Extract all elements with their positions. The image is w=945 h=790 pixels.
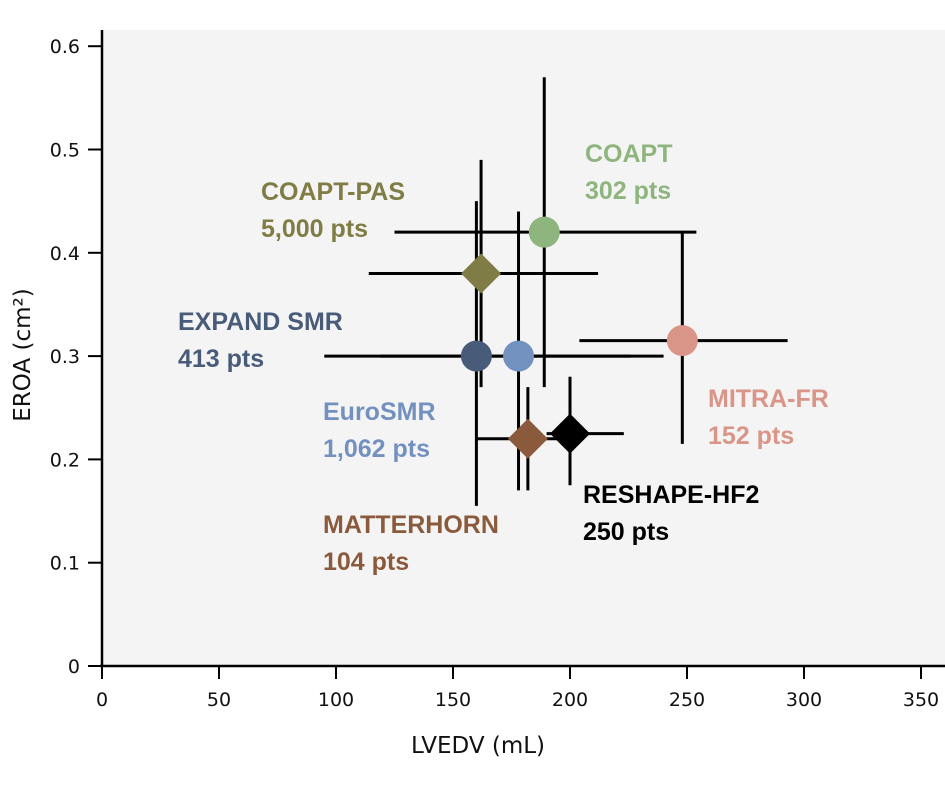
coapt-pas-label: COAPT-PAS [261, 178, 405, 206]
expand-smr-patients-label: 413 pts [178, 345, 264, 373]
reshape-hf2-point [550, 413, 590, 454]
mitra-fr-point [666, 325, 698, 357]
x-tick-label: 0 [96, 689, 108, 711]
expand-smr-point [460, 340, 492, 372]
matterhorn-label: MATTERHORN [323, 511, 499, 539]
y-tick-label: 0.1 [50, 553, 80, 575]
coapt-pas-point [461, 253, 502, 294]
eurosmr-point [503, 340, 535, 372]
y-tick-label: 0.6 [50, 36, 80, 58]
matterhorn-point [507, 418, 548, 459]
markers [460, 216, 698, 459]
y-tick-label: 0 [68, 656, 80, 678]
y-tick-label: 0.5 [50, 140, 80, 162]
x-tick-label: 200 [552, 689, 588, 711]
y-axis-title: EROA (cm²) [10, 288, 36, 421]
ticks: 0 50 100 150 200 250 300 350 0 0.1 0.2 0.3 0.4 0.5 0.6 [50, 36, 939, 711]
x-axis-title: LVEDV (mL) [411, 733, 545, 759]
coapt-label: COAPT [585, 140, 673, 168]
x-tick-label: 50 [207, 689, 231, 711]
mitra-fr-label: MITRA-FR [708, 385, 829, 413]
y-tick-label: 0.4 [50, 243, 80, 265]
x-tick-label: 250 [669, 689, 705, 711]
x-tick-label: 300 [786, 689, 822, 711]
mitra-fr-patients-label: 152 pts [708, 422, 794, 450]
x-tick-label: 150 [435, 689, 471, 711]
eurosmr-label: EuroSMR [323, 398, 436, 426]
y-tick-label: 0.2 [50, 449, 80, 471]
y-tick-label: 0.3 [50, 346, 80, 368]
point-labels: COAPT 302 pts COAPT-PAS 5,000 pts EXPAND SMR… [178, 140, 829, 576]
reshape-hf2-label: RESHAPE-HF2 [583, 481, 759, 509]
x-tick-label: 350 [903, 689, 939, 711]
eurosmr-patients-label: 1,062 pts [323, 435, 430, 463]
expand-smr-label: EXPAND SMR [178, 308, 343, 336]
coapt-pas-patients-label: 5,000 pts [261, 215, 368, 243]
coapt-point [528, 216, 560, 248]
reshape-hf2-patients-label: 250 pts [583, 518, 669, 546]
x-tick-label: 100 [318, 689, 354, 711]
matterhorn-patients-label: 104 pts [323, 548, 409, 576]
coapt-patients-label: 302 pts [585, 177, 671, 205]
